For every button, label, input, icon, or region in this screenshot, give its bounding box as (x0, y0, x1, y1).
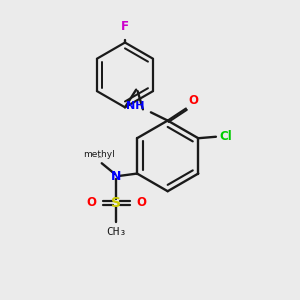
Text: methyl: methyl (83, 150, 115, 159)
Text: F: F (121, 20, 129, 33)
Text: N: N (111, 170, 122, 183)
Text: methyl: methyl (98, 157, 103, 158)
Text: Cl: Cl (219, 130, 232, 143)
Text: NH: NH (127, 101, 145, 111)
Text: O: O (87, 196, 97, 209)
Text: CH₃: CH₃ (106, 226, 127, 237)
Text: O: O (189, 94, 199, 107)
Text: O: O (136, 196, 146, 209)
Text: S: S (112, 196, 122, 210)
